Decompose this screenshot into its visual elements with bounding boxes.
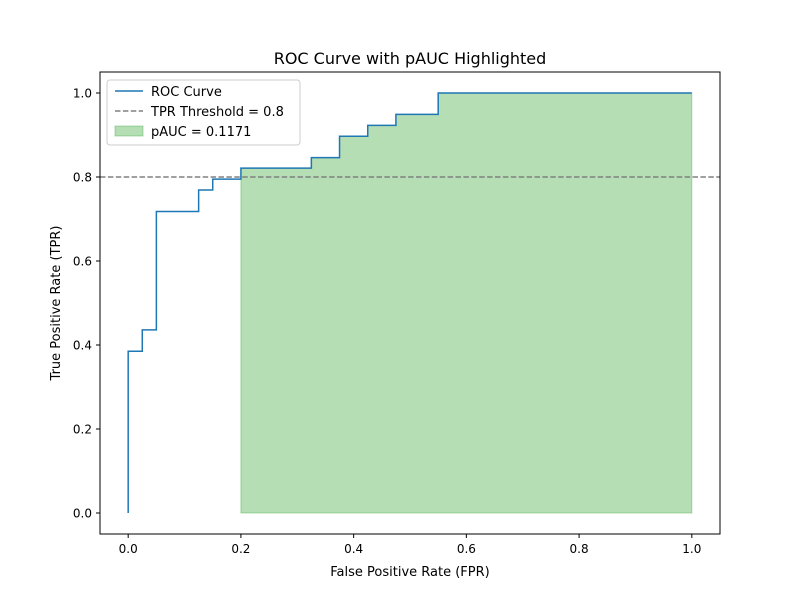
x-axis-ticks: 0.0 0.2 0.4 0.6 0.8 1.0 (119, 534, 701, 556)
x-tick-label: 0.2 (231, 542, 250, 556)
axes-frame (99, 71, 721, 535)
y-tick-label: 0.6 (73, 255, 92, 269)
x-tick-label: 0.6 (457, 542, 476, 556)
legend-pauc-label: pAUC = 0.1171 (151, 125, 251, 140)
y-tick-label: 0.2 (73, 423, 92, 437)
y-tick-label: 1.0 (73, 87, 92, 101)
axes-background (100, 72, 720, 534)
x-tick-label: 1.0 (682, 542, 701, 556)
y-axis-label: True Positive Rate (TPR) (49, 226, 64, 382)
legend-pauc-swatch (114, 125, 144, 137)
series-layer (127, 92, 692, 513)
x-tick-label: 0.8 (570, 542, 589, 556)
x-axis-label: False Positive Rate (FPR) (330, 565, 489, 580)
chart-title: ROC Curve with pAUC Highlighted (274, 49, 547, 68)
roc-curve-line (127, 92, 692, 513)
legend: ROC Curve TPR Threshold = 0.8 pAUC = 0.1… (106, 79, 301, 146)
y-tick-label: 0.8 (73, 171, 92, 185)
x-tick-label: 0.4 (344, 542, 363, 556)
legend-box (106, 79, 301, 146)
legend-threshold-label: TPR Threshold = 0.8 (150, 105, 284, 120)
legend-roc-label: ROC Curve (151, 85, 222, 100)
y-tick-label: 0.4 (73, 339, 92, 353)
plot-area (99, 71, 721, 535)
x-tick-label: 0.0 (119, 542, 138, 556)
y-tick-label: 0.0 (73, 507, 92, 521)
y-axis-ticks: 0.0 0.2 0.4 0.6 0.8 1.0 (73, 87, 100, 521)
